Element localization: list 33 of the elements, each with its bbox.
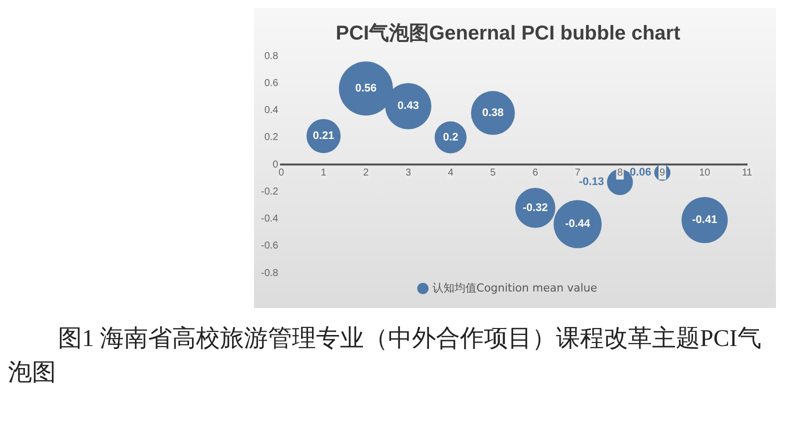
- data-label: 0.56: [355, 82, 377, 95]
- x-tick-label: 10: [699, 167, 711, 178]
- data-label: 0.21: [312, 130, 334, 142]
- legend-label: 认知均值Cognition mean value: [432, 281, 598, 294]
- x-tick-label: 3: [405, 167, 412, 178]
- y-tick-label: 0: [272, 159, 279, 170]
- y-tick-label: -0.2: [260, 186, 279, 198]
- y-tick-label: 0.4: [264, 105, 279, 116]
- y-tick-label: -0.4: [260, 214, 279, 224]
- data-label: -0.41: [692, 214, 718, 226]
- y-tick-label: -0.8: [260, 268, 279, 279]
- data-label: -0.44: [565, 218, 592, 230]
- data-label: -0.32: [522, 202, 548, 214]
- x-tick-label: 2: [363, 167, 370, 178]
- x-tick-label: 9: [660, 167, 666, 178]
- data-label: -0.06: [626, 166, 652, 179]
- x-tick-label: 6: [532, 167, 539, 178]
- x-tick-label: 1: [320, 167, 327, 178]
- y-tick-label: 0.8: [264, 50, 279, 62]
- x-tick-label: 7: [574, 167, 581, 178]
- data-label: -0.13: [578, 176, 604, 188]
- x-tick-label: 4: [448, 167, 454, 178]
- data-label: 0.43: [398, 100, 419, 112]
- caption: 图1 海南省高校旅游管理专业（中外合作项目）课程改革主题PCI气泡图: [8, 324, 762, 388]
- chart-title: PCI气泡图Genernal PCI bubble chart: [336, 22, 681, 45]
- x-tick-label: 8: [617, 167, 624, 178]
- y-tick-label: -0.6: [260, 240, 279, 252]
- data-label: 0.38: [482, 106, 504, 119]
- x-tick-label: 5: [490, 167, 496, 178]
- y-tick-label: 0.2: [264, 132, 279, 144]
- x-tick-label: 11: [742, 167, 753, 178]
- y-tick-label: 0.6: [264, 78, 279, 89]
- data-label: 0.2: [442, 131, 458, 144]
